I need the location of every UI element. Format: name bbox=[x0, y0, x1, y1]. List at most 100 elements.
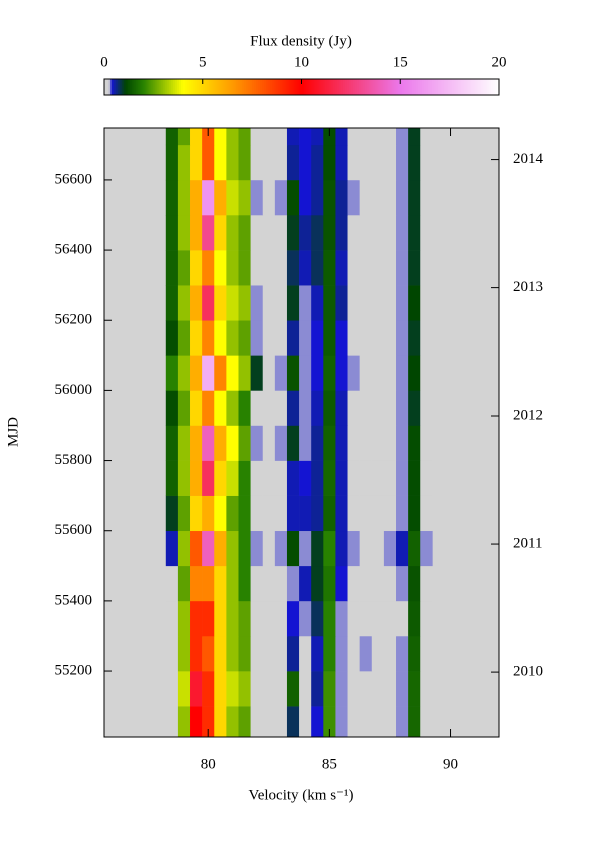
heatmap-cell bbox=[371, 215, 385, 251]
colorbar-swatch bbox=[129, 79, 133, 95]
heatmap-cell bbox=[238, 460, 251, 496]
heatmap-cell bbox=[202, 565, 215, 602]
y2-tick-label: 2010 bbox=[513, 664, 543, 680]
heatmap-cell bbox=[371, 425, 385, 461]
heatmap-cell bbox=[190, 706, 203, 737]
heatmap-cell bbox=[238, 215, 251, 251]
colorbar-swatch bbox=[416, 79, 419, 95]
y-tick-label: 56200 bbox=[55, 312, 93, 328]
heatmap-cell bbox=[286, 179, 300, 216]
heatmap-cell bbox=[177, 355, 191, 391]
heatmap-cell bbox=[323, 320, 336, 356]
y-tick-label: 56000 bbox=[55, 382, 93, 398]
colorbar-swatch bbox=[374, 79, 378, 95]
heatmap-cell bbox=[420, 460, 433, 496]
colorbar-swatch bbox=[139, 79, 143, 95]
heatmap-cell bbox=[190, 215, 203, 251]
heatmap-cell bbox=[420, 128, 433, 146]
colorbar-swatch bbox=[344, 79, 348, 95]
colorbar-swatch bbox=[143, 79, 147, 95]
colorbar-swatch bbox=[277, 79, 281, 95]
heatmap-cell bbox=[347, 635, 360, 672]
heatmap-cell bbox=[165, 460, 179, 496]
colorbar-swatch bbox=[175, 79, 178, 95]
colorbar-tick-label: 5 bbox=[199, 54, 207, 70]
heatmap-cell bbox=[311, 285, 324, 321]
colorbar-swatch bbox=[287, 79, 291, 95]
heatmap-cell bbox=[238, 495, 251, 532]
colorbar-swatch bbox=[475, 79, 478, 95]
heatmap-cell bbox=[335, 144, 348, 181]
colorbar-swatch bbox=[133, 79, 137, 95]
colorbar-swatch bbox=[479, 79, 482, 95]
heatmap-cell bbox=[383, 706, 397, 737]
heatmap-cell bbox=[202, 635, 215, 672]
heatmap-cell bbox=[214, 250, 227, 286]
heatmap-cell bbox=[274, 495, 288, 532]
heatmap-cell bbox=[396, 128, 409, 146]
heatmap-cell bbox=[177, 285, 191, 321]
heatmap-cell bbox=[311, 425, 324, 461]
colorbar-swatch bbox=[117, 79, 121, 95]
heatmap-cell bbox=[420, 179, 433, 216]
heatmap-cell bbox=[177, 530, 191, 567]
colorbar-swatch bbox=[135, 79, 139, 95]
colorbar-swatch bbox=[226, 79, 230, 95]
colorbar-swatch bbox=[497, 79, 500, 95]
colorbar-swatch bbox=[449, 79, 453, 95]
heatmap-cell bbox=[383, 530, 397, 567]
heatmap-cell bbox=[371, 706, 385, 737]
heatmap-cell bbox=[165, 635, 179, 672]
heatmap-cell bbox=[250, 671, 264, 707]
colorbar-swatch bbox=[212, 79, 216, 95]
heatmap-cell bbox=[396, 355, 409, 391]
colorbar-swatch bbox=[293, 79, 297, 95]
heatmap-cell bbox=[238, 179, 251, 216]
heatmap-cell bbox=[226, 706, 239, 737]
colorbar-swatch bbox=[200, 79, 204, 95]
heatmap-cell bbox=[359, 495, 373, 532]
heatmap-cell bbox=[250, 460, 264, 496]
colorbar-swatch bbox=[163, 79, 166, 95]
colorbar-swatch bbox=[350, 79, 354, 95]
heatmap-cell bbox=[420, 215, 433, 251]
colorbar-swatch bbox=[483, 79, 486, 95]
colorbar-swatch bbox=[485, 79, 488, 95]
y2-tick-label: 2013 bbox=[513, 279, 543, 295]
colorbar-swatch bbox=[141, 79, 145, 95]
colorbar-swatch bbox=[295, 79, 299, 95]
heatmap-cell bbox=[371, 671, 385, 707]
heatmap-cell bbox=[371, 320, 385, 356]
heatmap-cell bbox=[299, 495, 312, 532]
heatmap-cell bbox=[371, 495, 385, 532]
heatmap-cell bbox=[323, 285, 336, 321]
heatmap-cell bbox=[347, 600, 360, 637]
colorbar-swatch bbox=[418, 79, 421, 95]
heatmap-cell bbox=[250, 565, 264, 602]
heatmap-cell bbox=[165, 495, 179, 532]
heatmap-cell bbox=[262, 215, 276, 251]
heatmap-cell bbox=[396, 179, 409, 216]
colorbar-swatch bbox=[220, 79, 224, 95]
heatmap-cell bbox=[177, 215, 191, 251]
heatmap-cell bbox=[420, 495, 433, 532]
heatmap-cell bbox=[226, 320, 239, 356]
heatmap-cell bbox=[359, 460, 373, 496]
heatmap-cell bbox=[286, 495, 300, 532]
heatmap-cell bbox=[177, 425, 191, 461]
heatmap-cell bbox=[299, 425, 312, 461]
heatmap-cell bbox=[214, 144, 227, 181]
heatmap-cell bbox=[238, 144, 251, 181]
colorbar-swatch bbox=[111, 79, 115, 95]
heatmap-cell bbox=[311, 390, 324, 426]
heatmap-cell bbox=[202, 495, 215, 532]
heatmap-cell bbox=[165, 425, 179, 461]
heatmap-cell bbox=[274, 425, 288, 461]
heatmap-cell bbox=[323, 390, 336, 426]
heatmap-cell bbox=[262, 128, 276, 146]
heatmap bbox=[165, 128, 433, 737]
heatmap-cell bbox=[190, 635, 203, 672]
heatmap-cell bbox=[226, 128, 239, 146]
colorbar-swatch bbox=[202, 79, 206, 95]
